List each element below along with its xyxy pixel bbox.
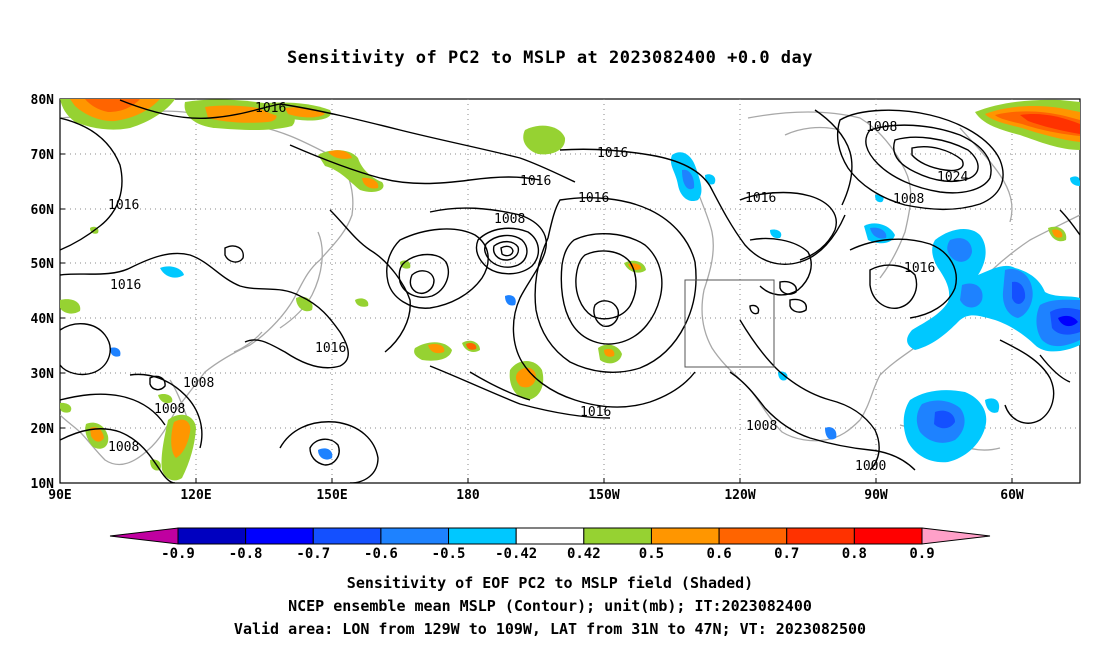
contour-label: 1000	[855, 459, 886, 474]
colorbar-label: 0.6	[706, 546, 731, 562]
colorbar: -0.9 -0.8 -0.7 -0.6 -0.5 -0.42 0.42 0.5 0.6 0.7 0.…	[109, 527, 991, 562]
lon-label: 60W	[1000, 488, 1024, 503]
tick-marks	[60, 153, 1013, 483]
lat-label: 20N	[31, 422, 55, 437]
lat-label: 70N	[31, 148, 55, 163]
mslp-contours	[60, 99, 1080, 483]
colorbar-swatch	[448, 527, 517, 545]
lon-label: 150E	[316, 488, 347, 503]
contour-label: 1008	[866, 120, 897, 135]
colorbar-label: -0.9	[161, 546, 195, 562]
colorbar-swatch	[786, 527, 855, 545]
colorbar-label: -0.42	[495, 546, 537, 562]
contour-label: 1016	[110, 278, 141, 293]
colorbar-label: 0.42	[567, 546, 601, 562]
colorbar-swatch	[177, 527, 247, 545]
lon-label: 180	[456, 488, 480, 503]
lon-label: 120E	[180, 488, 211, 503]
contour-label: 1024	[937, 170, 968, 185]
contour-label: 1008	[494, 212, 525, 227]
colorbar-label: -0.7	[296, 546, 330, 562]
contour-labels: 1016 1016 1016 1016 1016 1016 1016 1016 …	[108, 101, 968, 474]
contour-label: 1016	[904, 261, 935, 276]
colorbar-label: 0.7	[774, 546, 799, 562]
contour-label: 1008	[746, 419, 777, 434]
colorbar-swatch	[245, 527, 314, 545]
caption-line-1: Sensitivity of EOF PC2 to MSLP field (Sh…	[346, 574, 754, 592]
lat-label: 80N	[31, 93, 55, 108]
lat-label: 40N	[31, 312, 55, 327]
caption-line-3: Valid area: LON from 129W to 109W, LAT f…	[233, 620, 867, 638]
colorbar-swatch	[650, 527, 720, 545]
contour-label: 1016	[597, 146, 628, 161]
colorbar-swatch	[718, 527, 788, 545]
contour-label: 1016	[745, 191, 776, 206]
valid-area-box	[684, 279, 775, 368]
lon-axis-labels: 90E 120E 150E 180 150W 120W 90W 60W	[48, 488, 1024, 503]
lat-axis-labels: 80N 70N 60N 50N 40N 30N 20N 10N	[31, 93, 55, 492]
contour-label: 1016	[578, 191, 609, 206]
colorbar-label: 0.8	[842, 546, 867, 562]
contour-label: 1016	[580, 405, 611, 420]
contour-label: 1016	[255, 101, 286, 116]
colorbar-label: -0.6	[364, 546, 398, 562]
lat-label: 30N	[31, 367, 55, 382]
lon-label: 90W	[864, 488, 888, 503]
colorbar-label: 0.5	[639, 546, 664, 562]
contour-label: 1008	[154, 402, 185, 417]
lon-label: 90E	[48, 488, 71, 503]
lat-label: 60N	[31, 203, 55, 218]
contour-label: 1016	[315, 341, 346, 356]
colorbar-swatch	[583, 527, 652, 545]
contour-label: 1008	[893, 192, 924, 207]
colorbar-label: 0.9	[909, 546, 934, 562]
contour-label: 1008	[183, 376, 214, 391]
contour-label: 1008	[108, 440, 139, 455]
chart-title: Sensitivity of PC2 to MSLP at 2023082400…	[286, 48, 813, 68]
colorbar-swatch	[380, 527, 450, 545]
lat-label: 50N	[31, 257, 55, 272]
lat-label: 10N	[31, 477, 55, 492]
caption-line-2: NCEP ensemble mean MSLP (Contour); unit(…	[288, 597, 812, 615]
colorbar-end-low	[109, 527, 179, 545]
lon-label: 150W	[588, 488, 619, 503]
contour-label: 1016	[108, 198, 139, 213]
lon-label: 120W	[724, 488, 755, 503]
contour-label: 1016	[520, 174, 551, 189]
colorbar-swatch	[312, 527, 382, 545]
colorbar-label: -0.5	[432, 546, 466, 562]
colorbar-swatch	[515, 527, 585, 545]
colorbar-label: -0.8	[229, 546, 263, 562]
colorbar-end-high	[921, 527, 991, 545]
colorbar-swatch	[853, 527, 923, 545]
